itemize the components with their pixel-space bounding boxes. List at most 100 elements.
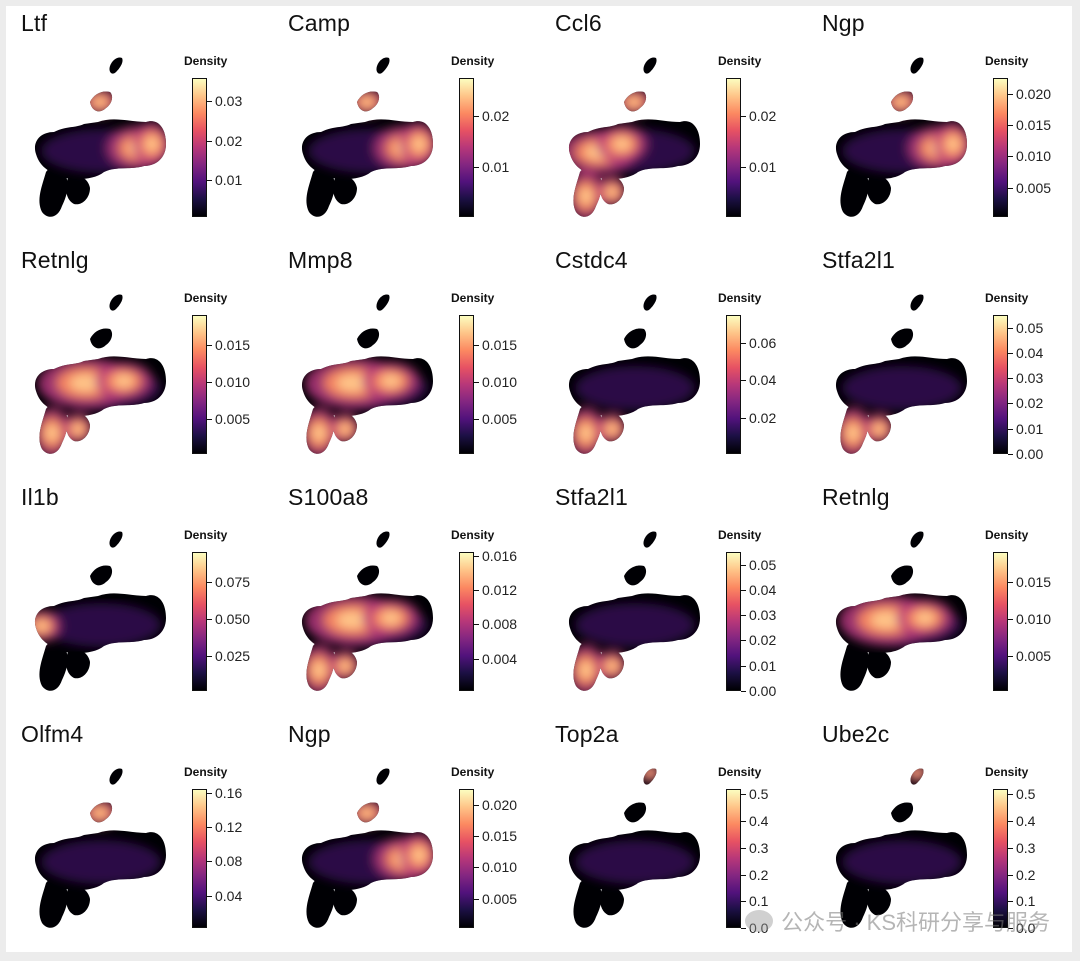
colorbar-tick-label: 0.010 — [215, 373, 251, 390]
umap-islet-region — [891, 328, 914, 349]
colorbar-tick-label: 0.015 — [1016, 116, 1052, 133]
colorbar-tick-label: 0.04 — [749, 581, 777, 598]
watermark-text: 公众号 · KS科研分享与服务 — [781, 910, 1050, 935]
density-panel-3: Ccl6 Density 0.02 0.01 — [540, 6, 806, 243]
colorbar-tick — [1008, 156, 1013, 158]
umap-lobe-region — [306, 167, 335, 217]
colorbar-title: Density — [718, 765, 762, 779]
colorbar-tick — [741, 589, 746, 591]
density-hotspot-top-tip — [913, 769, 921, 777]
colorbar-tick-label: 0.004 — [482, 650, 518, 667]
umap-tip-region — [109, 531, 123, 548]
panel-title: Cstdc4 — [555, 247, 628, 273]
colorbar-tick — [474, 835, 479, 837]
density-hotspot-lower-lobe — [606, 423, 618, 435]
density-background — [41, 603, 161, 647]
density-hotspot-lower-lobe — [312, 661, 326, 679]
colorbar-tick-label: 0.4 — [749, 813, 769, 830]
colorbar-tick — [741, 380, 746, 382]
density-background — [575, 603, 695, 647]
colorbar-gradient — [726, 789, 741, 928]
colorbar-tick — [1008, 352, 1013, 354]
umap-plot — [301, 57, 434, 217]
density-hotspot-mid-body — [870, 611, 904, 629]
density-panel-10: S100a8 Density 0.016 0.012 0.008 0.004 — [273, 480, 539, 717]
colorbar-tick — [1008, 124, 1013, 126]
colorbar-tick-label: 0.025 — [215, 647, 251, 664]
colorbar-tick-label: 0.0 — [1016, 920, 1036, 936]
colorbar-gradient — [192, 78, 207, 217]
umap-tip-region — [109, 768, 123, 785]
umap-tip-region — [643, 531, 657, 548]
colorbar-tick — [207, 895, 212, 897]
umap-tip-region — [910, 294, 924, 311]
colorbar-tick-label: 0.4 — [1016, 813, 1036, 830]
density-hotspot-lower-lobe — [579, 424, 593, 442]
density-hotspot-upper-islet — [93, 808, 107, 818]
colorbar-tick — [207, 140, 212, 142]
colorbar-gradient — [726, 552, 741, 691]
umap-islet-region — [357, 565, 380, 586]
colorbar-title: Density — [718, 528, 762, 542]
colorbar-tick — [1008, 794, 1013, 796]
colorbar-tick-label: 0.03 — [749, 607, 777, 624]
density-panel-12: Retnlg Density 0.015 0.010 0.005 — [807, 480, 1073, 717]
colorbar-tick-label: 0.020 — [1016, 85, 1052, 102]
colorbar-tick — [207, 655, 212, 657]
umap-plot — [34, 531, 167, 691]
figure-grid: Ltf Density 0.03 0.02 0.01 Camp Density 0.02 0.0… — [6, 6, 1072, 952]
colorbar-tick-label: 0.04 — [749, 372, 777, 389]
colorbar-tick — [741, 821, 746, 823]
colorbar-tick-label: 0.010 — [1016, 148, 1052, 165]
panel-title: Il1b — [21, 484, 59, 510]
panel-title: Mmp8 — [288, 247, 353, 273]
colorbar-gradient — [192, 789, 207, 928]
density-hotspot-mid-body — [336, 611, 370, 629]
umap-plot — [301, 531, 433, 691]
colorbar-tick — [1008, 928, 1013, 929]
density-hotspot-lower-lobe — [312, 424, 326, 442]
density-hotspot-mid-body — [114, 374, 134, 388]
colorbar-tick — [741, 794, 746, 796]
density-hotspot-lower-lobe — [45, 424, 59, 442]
umap-plot — [568, 531, 700, 691]
colorbar-tick — [1008, 618, 1013, 620]
colorbar-tick-label: 0.05 — [749, 556, 777, 573]
colorbar-title: Density — [451, 291, 495, 305]
colorbar-tick-label: 0.01 — [482, 159, 510, 176]
density-hotspot-top-tip — [646, 769, 654, 777]
colorbar-gradient — [459, 552, 474, 691]
colorbar-tick — [1008, 901, 1013, 903]
colorbar-tick — [207, 101, 212, 103]
colorbar-tick-label: 0.01 — [749, 159, 777, 176]
colorbar-tick — [207, 793, 212, 795]
colorbar-gradient — [993, 315, 1008, 454]
density-panel-11: Stfa2l1 Density 0.05 0.04 0.03 0.02 0.01 0.00 — [540, 480, 806, 717]
density-panel-4: Ngp Density 0.020 0.015 0.010 0.005 — [807, 6, 1073, 243]
colorbar-tick-label: 0.005 — [215, 411, 251, 428]
colorbar-tick-label: 0.015 — [482, 336, 518, 353]
colorbar-title: Density — [184, 291, 228, 305]
colorbar-tick — [1008, 428, 1013, 430]
colorbar-tick-label: 0.0 — [749, 920, 769, 936]
colorbar-tick — [207, 381, 212, 383]
colorbar-gradient — [726, 78, 741, 217]
colorbar-title: Density — [985, 291, 1029, 305]
colorbar-tick-label: 0.015 — [482, 827, 518, 844]
colorbar-tick-label: 0.3 — [749, 839, 769, 856]
colorbar-tick-label: 0.04 — [215, 887, 243, 904]
umap-lobe-region — [39, 167, 68, 217]
colorbar-tick — [1008, 93, 1013, 95]
density-hotspot-right-body — [946, 136, 960, 152]
panel-title: Stfa2l1 — [555, 484, 629, 510]
density-hotspot-lower-lobe — [72, 423, 84, 435]
umap-tip-region — [376, 531, 390, 548]
umap-lobe2-region — [333, 886, 357, 916]
umap-lobe2-region — [333, 175, 357, 205]
colorbar-tick-label: 0.005 — [1016, 179, 1052, 196]
colorbar-tick — [474, 624, 479, 626]
colorbar-gradient — [459, 78, 474, 217]
umap-plot — [301, 294, 433, 454]
umap-tip-region — [109, 294, 123, 311]
colorbar-tick-label: 0.5 — [749, 786, 769, 803]
